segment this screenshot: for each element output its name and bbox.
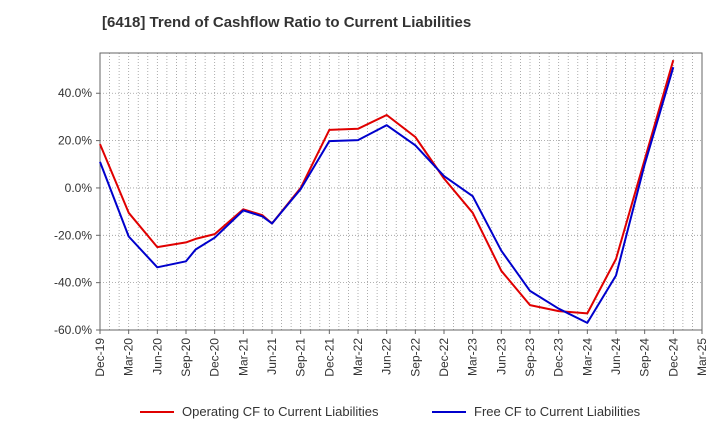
y-tick-label: -40.0% <box>54 276 92 290</box>
x-tick-label: Jun-21 <box>265 338 279 375</box>
x-tick-label: Mar-25 <box>695 338 709 376</box>
x-tick-label: Mar-24 <box>580 338 594 376</box>
legend-swatch-operating <box>140 410 174 413</box>
x-tick-label: Sep-20 <box>179 338 193 377</box>
x-tick-label: Sep-23 <box>523 338 537 377</box>
y-axis-tick-labels: 40.0% 20.0% 0.0% -20.0% -40.0% -60.0% <box>54 86 100 337</box>
chart-title: [6418] Trend of Cashflow Ratio to Curren… <box>102 14 472 31</box>
series-line-free-cf <box>99 66 675 324</box>
x-tick-label: Dec-23 <box>552 338 566 377</box>
series-line-operating-cf <box>99 59 675 315</box>
x-tick-label: Jun-22 <box>380 338 394 375</box>
x-tick-label: Jun-20 <box>150 338 164 375</box>
legend-label-operating: Operating CF to Current Liabilities <box>182 404 379 419</box>
grid-lines <box>100 53 702 330</box>
series-lines <box>99 59 675 324</box>
y-tick-label: -60.0% <box>54 323 92 337</box>
y-tick-label: 0.0% <box>65 181 93 195</box>
x-tick-label: Sep-22 <box>408 338 422 377</box>
y-tick-label: 40.0% <box>58 86 92 100</box>
plot-frame <box>99 52 703 331</box>
x-tick-label: Dec-20 <box>208 338 222 377</box>
x-tick-label: Dec-22 <box>437 338 451 377</box>
x-tick-label: Mar-20 <box>122 338 136 376</box>
x-tick-label: Dec-21 <box>322 338 336 377</box>
legend-item-operating: Operating CF to Current Liabilities <box>140 404 379 419</box>
x-tick-label: Jun-24 <box>609 338 623 375</box>
x-tick-label: Dec-24 <box>666 338 680 377</box>
x-tick-label: Mar-23 <box>466 338 480 376</box>
legend-item-free: Free CF to Current Liabilities <box>432 404 640 419</box>
x-tick-label: Mar-21 <box>236 338 250 376</box>
x-tick-label: Sep-24 <box>638 338 652 377</box>
x-axis-tick-labels: Dec-19 Mar-20 Jun-20 Sep-20 Dec-20 Mar-21 Jun-… <box>93 330 709 377</box>
x-tick-label: Jun-23 <box>494 338 508 375</box>
x-tick-label: Dec-19 <box>93 338 107 377</box>
y-tick-label: 20.0% <box>58 134 92 148</box>
legend-label-free: Free CF to Current Liabilities <box>474 404 641 419</box>
x-tick-label: Mar-22 <box>351 338 365 376</box>
x-tick-label: Sep-21 <box>294 338 308 377</box>
y-tick-label: -20.0% <box>54 228 92 242</box>
legend-swatch-free <box>432 410 466 413</box>
